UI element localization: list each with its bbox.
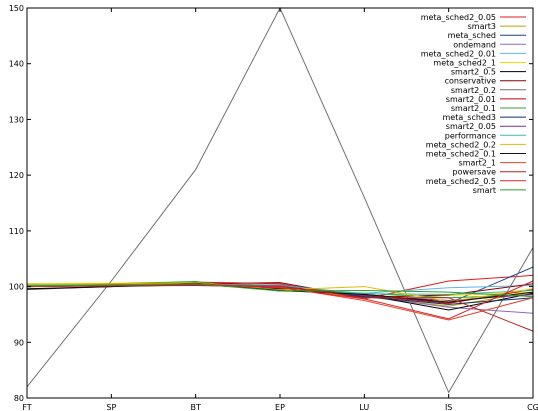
legend-label: powersave bbox=[453, 168, 497, 177]
legend-label: meta_sched2_0.01 bbox=[421, 49, 496, 58]
legend-label: meta_sched2_1 bbox=[433, 59, 496, 68]
legend-label: smart3 bbox=[468, 22, 496, 31]
legend-label: meta_sched2_0.05 bbox=[421, 13, 496, 22]
x-tick-label: FT bbox=[22, 403, 31, 411]
x-tick-label: CG bbox=[527, 403, 538, 411]
legend-label: smart2_0.5 bbox=[451, 68, 496, 77]
y-tick-label: 110 bbox=[9, 227, 24, 236]
series-line-smart bbox=[26, 283, 534, 298]
legend-label: ondemand bbox=[453, 40, 496, 49]
legend-label: meta_sched2_0.5 bbox=[426, 177, 496, 186]
legend: meta_sched2_0.05smart3meta_schedondemand… bbox=[421, 13, 526, 195]
x-tick-label: BT bbox=[190, 403, 200, 411]
legend-label: conservative bbox=[445, 77, 496, 86]
legend-label: smart2_1 bbox=[459, 159, 496, 168]
y-tick-label: 150 bbox=[9, 4, 24, 13]
series-lines bbox=[26, 6, 534, 394]
y-tick-label: 130 bbox=[9, 115, 24, 124]
series-line-powersave bbox=[26, 284, 534, 332]
legend-label: smart2_0.01 bbox=[446, 95, 496, 104]
y-tick-label: 90 bbox=[14, 338, 24, 347]
series-line-meta_sched2_0.5 bbox=[26, 280, 534, 320]
legend-label: meta_sched2_0.2 bbox=[426, 140, 496, 149]
legend-label: smart2_0.1 bbox=[451, 104, 496, 113]
x-tick-label: EP bbox=[275, 403, 285, 411]
y-tick-label: 80 bbox=[14, 394, 24, 403]
axes: 80 90 100 110 120 130 140 150 FT SP BT EP LU IS CG bbox=[9, 4, 538, 411]
y-tick-label: 140 bbox=[9, 60, 24, 69]
legend-label: smart2_0.2 bbox=[451, 86, 496, 95]
legend-label: meta_sched3 bbox=[443, 113, 496, 122]
series-line-meta_sched2_0.1 bbox=[26, 282, 534, 303]
legend-label: meta_sched bbox=[448, 31, 496, 40]
series-line-meta_sched2_1 bbox=[26, 281, 534, 298]
legend-label: smart bbox=[473, 186, 496, 195]
series-line-meta_sched2_0.2 bbox=[26, 282, 534, 303]
x-tick-label: SP bbox=[106, 403, 116, 411]
x-tick-label: LU bbox=[359, 403, 369, 411]
x-tick-label: IS bbox=[445, 403, 452, 411]
y-tick-label: 120 bbox=[9, 171, 24, 180]
y-tick-label: 100 bbox=[9, 283, 24, 292]
legend-label: performance bbox=[445, 131, 496, 140]
legend-label: meta_sched2_0.1 bbox=[426, 150, 496, 159]
legend-label: smart2_0.05 bbox=[446, 122, 496, 131]
